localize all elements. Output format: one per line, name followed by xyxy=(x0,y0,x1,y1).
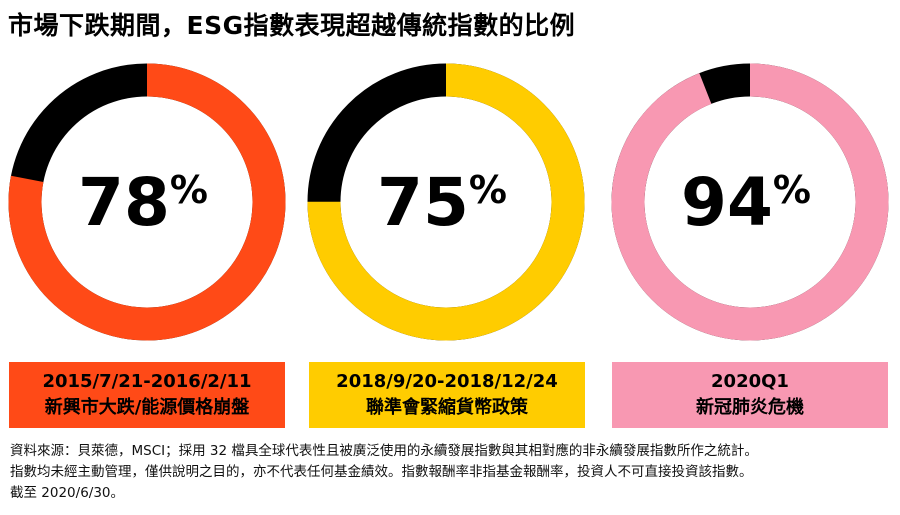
period-event: 新興市大跌/能源價格崩盤 xyxy=(44,397,250,418)
period-event: 聯準會緊縮貨幣政策 xyxy=(366,397,528,418)
footnote-date: 截至 2020/6/30。 xyxy=(10,485,125,501)
chart-title: 市場下跌期間，ESG指數表現超越傳統指數的比例 xyxy=(8,11,576,40)
percentage-unit: % xyxy=(170,168,208,212)
footnote-disclaimer: 指數均未經主動管理，僅供說明之目的，亦不代表任何基金績效。指數報酬率非指基金報酬… xyxy=(10,464,753,480)
percentage-value: 75 xyxy=(377,164,469,241)
percentage-label: 75% xyxy=(377,164,507,241)
donut-svg: 75% xyxy=(307,63,585,341)
period-label-box-3: 2020Q1 新冠肺炎危機 xyxy=(612,362,888,428)
percentage-value: 94 xyxy=(681,164,773,241)
footnote-source: 資料來源：貝萊德，MSCI；採用 32 檔具全球代表性且被廣泛使用的永續發展指數… xyxy=(10,443,758,459)
donut-svg: 94% xyxy=(611,63,889,341)
period-dates: 2018/9/20-2018/12/24 xyxy=(336,371,558,392)
footnote: 資料來源：貝萊德，MSCI；採用 32 檔具全球代表性且被廣泛使用的永續發展指數… xyxy=(10,441,894,504)
donut-svg: 78% xyxy=(8,63,286,341)
donut-chart-2: 75% xyxy=(306,62,586,342)
donut-value-arc xyxy=(307,63,585,341)
donut-value-arc xyxy=(8,63,286,341)
percentage-unit: % xyxy=(469,168,507,212)
percentage-unit: % xyxy=(773,168,811,212)
period-label-box-1: 2015/7/21-2016/2/11 新興市大跌/能源價格崩盤 xyxy=(9,362,285,428)
period-label-box-2: 2018/9/20-2018/12/24 聯準會緊縮貨幣政策 xyxy=(309,362,585,428)
percentage-label: 78% xyxy=(78,164,208,241)
period-dates: 2020Q1 xyxy=(711,371,789,392)
donut-chart-1: 78% xyxy=(7,62,287,342)
period-event: 新冠肺炎危機 xyxy=(696,397,804,418)
percentage-label: 94% xyxy=(681,164,811,241)
donut-chart-3: 94% xyxy=(610,62,890,342)
donut-value-arc xyxy=(611,63,889,341)
percentage-value: 78 xyxy=(78,164,170,241)
period-dates: 2015/7/21-2016/2/11 xyxy=(42,371,252,392)
